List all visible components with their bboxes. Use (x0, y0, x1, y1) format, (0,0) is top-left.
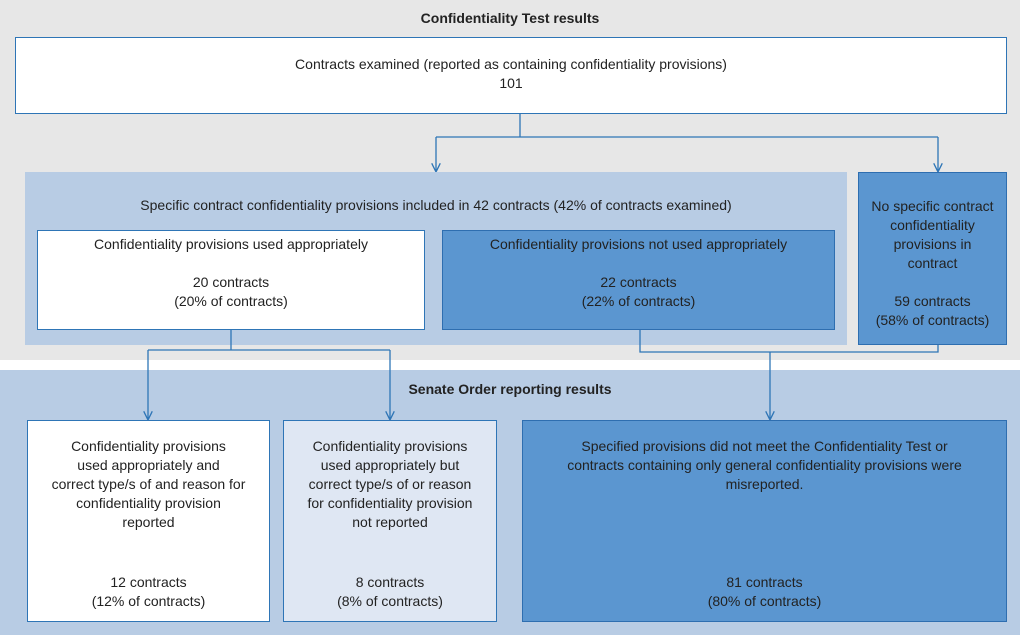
misreported-line: Specified provisions did not meet the Co… (581, 438, 948, 454)
no-specific-box: No specific contract confidentiality pro… (858, 172, 1007, 345)
not-reported-box: Confidentiality provisions used appropri… (283, 420, 497, 622)
misreported-count: 81 contracts (726, 574, 803, 590)
not-appropriate-share: (22% of contracts) (581, 293, 696, 309)
not-reported-line: Confidentiality provisions (312, 438, 468, 454)
misreported-line: contracts containing only general confid… (567, 457, 962, 473)
reported-count: 12 contracts (110, 574, 187, 590)
no-specific-share: (58% of contracts) (875, 312, 990, 328)
reported-share: (12% of contracts) (91, 593, 206, 609)
not-reported-count: 8 contracts (355, 574, 425, 590)
reported-line: confidentiality provision (76, 495, 221, 511)
not-reported-line: not reported (352, 514, 428, 530)
examined-label: Contracts examined (reported as containi… (295, 56, 727, 72)
misreported-share: (80% of contracts) (707, 593, 822, 609)
reported-line: used appropriately and (77, 457, 220, 473)
not-appropriate-label: Confidentiality provisions not used appr… (489, 236, 788, 252)
not-appropriate-box: Confidentiality provisions not used appr… (442, 230, 835, 330)
reported-box: Confidentiality provisions used appropri… (27, 420, 270, 622)
reported-line: correct type/s of and reason for (51, 476, 246, 492)
senate-title: Senate Order reporting results (408, 381, 612, 397)
reported-line: Confidentiality provisions (71, 438, 226, 454)
not-reported-line: correct type/s of or reason (308, 476, 472, 492)
connector (148, 330, 390, 351)
not-reported-line: for confidentiality provision (307, 495, 473, 511)
misreported-line: misreported. (725, 476, 804, 492)
no-specific-line: provisions in (893, 236, 972, 252)
examined-box: Contracts examined (reported as containi… (15, 37, 1007, 114)
examined-count: 101 (499, 75, 523, 91)
not-reported-line: used appropriately but (320, 457, 460, 473)
no-specific-line: No specific contract (871, 198, 994, 214)
not-reported-share: (8% of contracts) (337, 593, 443, 609)
appropriate-label: Confidentiality provisions used appropri… (94, 236, 368, 252)
test-title: Confidentiality Test results (420, 10, 600, 26)
connector (436, 114, 938, 138)
misreported-box: Specified provisions did not meet the Co… (522, 420, 1007, 622)
no-specific-line: confidentiality (890, 217, 975, 233)
appropriate-share: (20% of contracts) (174, 293, 288, 309)
no-specific-line: contract (907, 255, 958, 271)
appropriate-box: Confidentiality provisions used appropri… (37, 230, 425, 330)
appropriate-count: 20 contracts (192, 274, 270, 290)
connector (639, 330, 939, 353)
specific-label: Specific contract confidentiality provis… (140, 197, 732, 213)
reported-line: reported (122, 514, 175, 530)
no-specific-count: 59 contracts (894, 293, 971, 309)
not-appropriate-count: 22 contracts (600, 274, 677, 290)
